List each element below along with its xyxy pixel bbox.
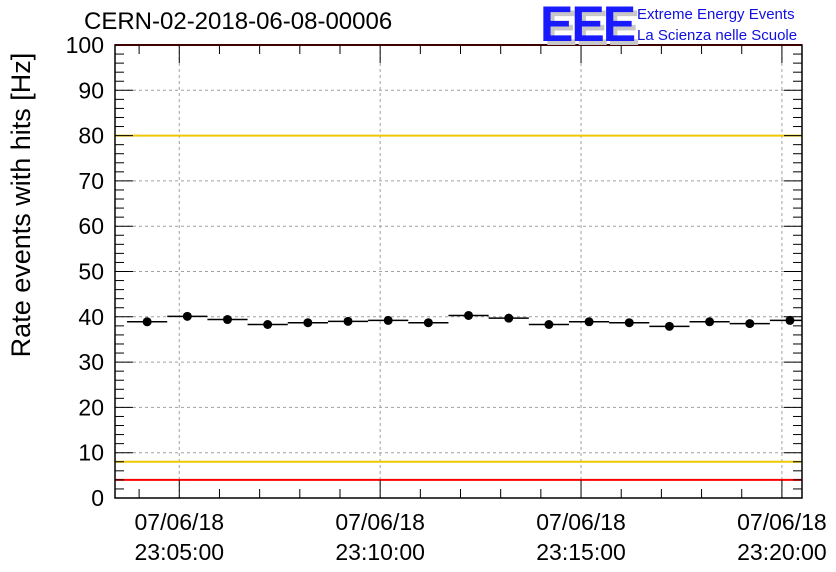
chart-title: CERN-02-2018-06-08-00006 [84, 8, 393, 35]
x-tick-label-date: 07/06/18 [335, 509, 425, 535]
y-tick-label: 10 [78, 440, 104, 466]
data-point [504, 313, 514, 323]
data-point [664, 321, 674, 331]
logo-mark: EEE [540, 0, 636, 52]
grid-lines [115, 45, 802, 498]
axis-ticks [115, 44, 802, 499]
data-point [785, 315, 795, 325]
y-tick-label: 0 [91, 485, 104, 511]
x-tick-label-date: 07/06/18 [536, 509, 626, 535]
data-point [624, 318, 634, 328]
data-point [343, 316, 353, 326]
y-tick-label: 80 [78, 123, 104, 149]
data-point [142, 317, 152, 327]
data-points [127, 310, 802, 331]
data-point [222, 315, 232, 325]
data-point [263, 320, 273, 330]
data-point [423, 318, 433, 328]
y-tick-label: 70 [78, 168, 104, 194]
x-tick-label-date: 07/06/18 [135, 509, 225, 535]
y-tick-label: 30 [78, 349, 104, 375]
x-tick-label-time: 23:20:00 [737, 539, 827, 565]
tick-labels: 0 10 20 30 40 50 60 70 80 90 100 07/06/18 23:05:00 07… [66, 32, 827, 565]
data-point [303, 318, 313, 328]
y-tick-label: 50 [78, 259, 104, 285]
data-point [464, 310, 474, 320]
y-axis-label: Rate events with hits [Hz] [6, 53, 36, 358]
y-tick-label: 40 [78, 304, 104, 330]
data-point [705, 317, 715, 327]
x-tick-label-date: 07/06/18 [737, 509, 827, 535]
x-tick-label-time: 23:15:00 [536, 539, 626, 565]
y-tick-label: 60 [78, 213, 104, 239]
logo-line-2: La Scienza nelle Scuole [637, 27, 798, 44]
x-tick-label-time: 23:10:00 [335, 539, 425, 565]
logo-line-1: Extreme Energy Events [637, 6, 795, 23]
y-tick-label: 90 [78, 77, 104, 103]
y-tick-label: 20 [78, 394, 104, 420]
y-tick-label: 100 [66, 32, 104, 58]
data-point [544, 320, 554, 330]
logo-mark-shadow: EEE [544, 0, 640, 56]
data-point [745, 319, 755, 329]
data-point [383, 315, 393, 325]
data-point [182, 311, 192, 321]
x-tick-label-time: 23:05:00 [135, 539, 225, 565]
threshold-lines [115, 44, 802, 481]
data-point [584, 317, 594, 327]
